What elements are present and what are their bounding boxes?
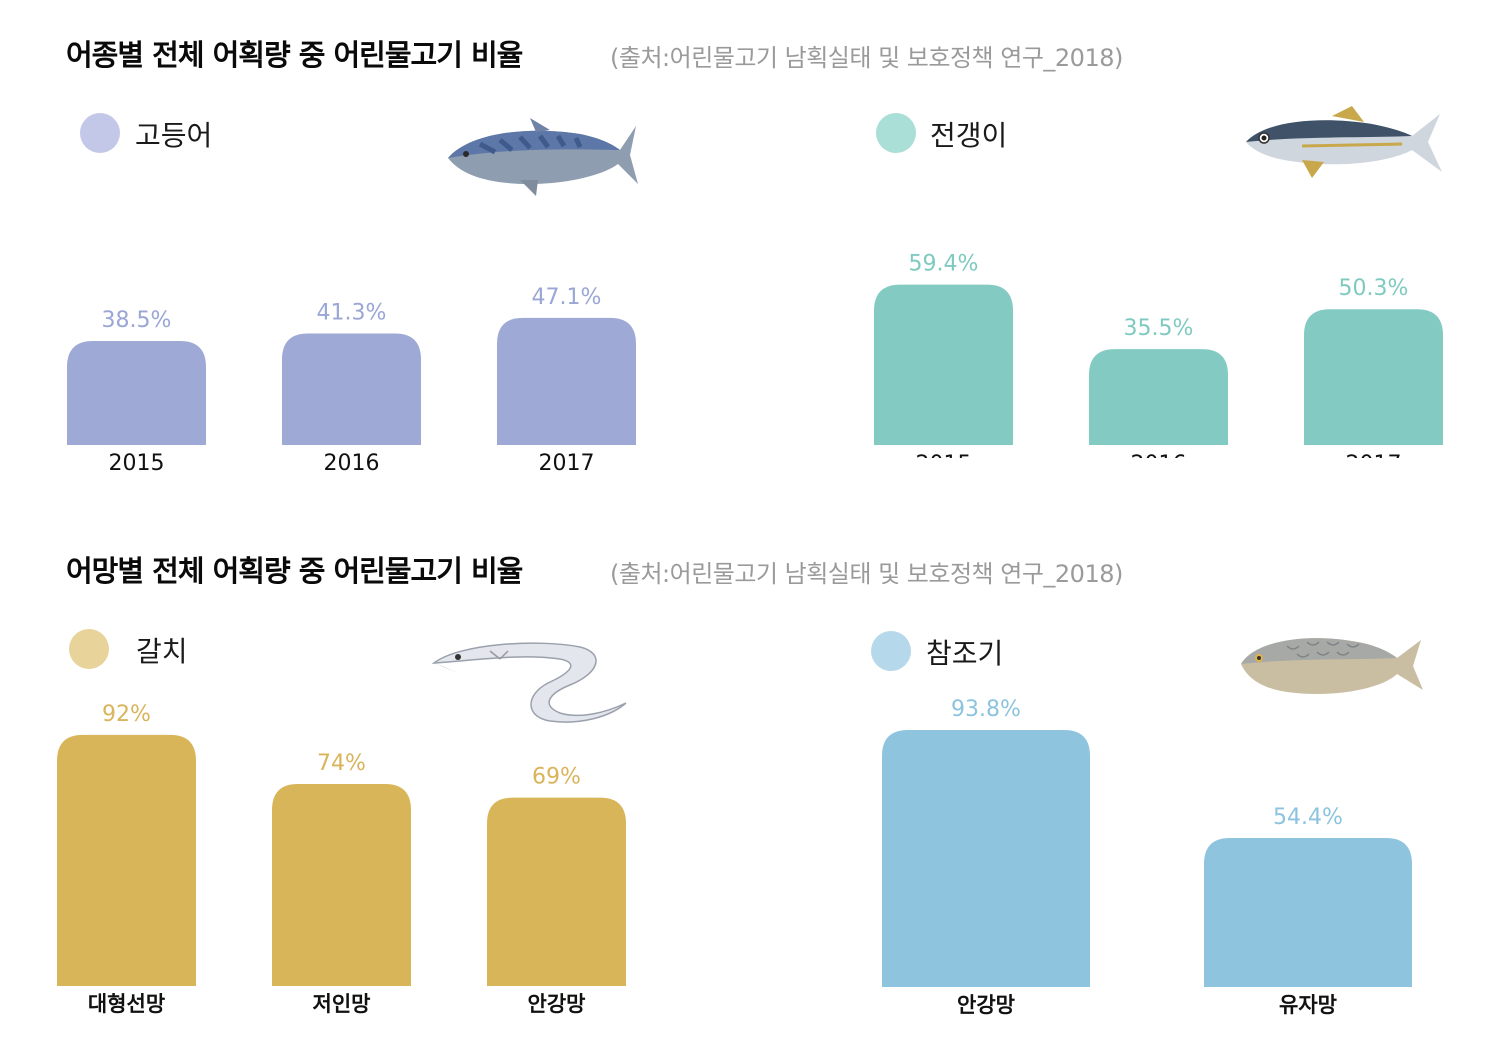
bar-안강망 — [487, 797, 626, 986]
bar-category-label: 저인망 — [313, 992, 371, 1016]
bar-2015 — [874, 284, 1013, 445]
legend-label-hairtail: 갈치 — [136, 635, 188, 668]
bar-category-label: 2015 — [916, 452, 972, 458]
bar-2016 — [282, 333, 421, 445]
yellow-croaker-icon — [1241, 638, 1423, 694]
bar-value-label: 74% — [317, 751, 366, 776]
bar-value-label: 38.5% — [102, 308, 172, 333]
bar-유자망 — [1204, 837, 1412, 987]
horse-mackerel-icon — [1246, 106, 1442, 178]
chart-hairtail: 92% 대형선망 74% 저인망 69% 안강망 — [57, 702, 626, 1016]
bar-안강망 — [882, 729, 1090, 987]
bar-value-label: 59.4% — [909, 252, 979, 277]
legend-dot-yellow-croaker — [871, 631, 911, 671]
bar-category-label: 2016 — [324, 451, 380, 476]
bar-저인망 — [272, 783, 411, 986]
legend-label-horse-mackerel: 전갱이 — [930, 119, 1008, 152]
section-title-species: 어종별 전체 어획량 중 어린물고기 비율 — [66, 38, 523, 72]
mackerel-icon — [448, 118, 638, 196]
bar-value-label: 50.3% — [1339, 276, 1409, 301]
legend-dot-mackerel — [80, 113, 120, 153]
bar-2017 — [497, 317, 636, 445]
legend-label-mackerel: 고등어 — [135, 119, 213, 152]
bar-category-label: 2017 — [539, 451, 595, 476]
hairtail-icon — [431, 642, 627, 723]
bar-value-label: 35.5% — [1124, 316, 1194, 341]
bar-value-label: 47.1% — [532, 285, 602, 310]
bar-value-label: 69% — [532, 765, 581, 790]
bar-category-label: 2017 — [1346, 452, 1402, 458]
section-source-nets: (출처:어린물고기 남획실태 및 보호정책 연구_2018) — [610, 560, 1123, 588]
bar-category-label: 대형선망 — [88, 992, 165, 1016]
chart-yellow-croaker: 93.8% 안강망 54.4% 유자망 — [882, 697, 1412, 1017]
bar-value-label: 93.8% — [951, 697, 1021, 722]
bar-category-label: 2015 — [109, 451, 165, 476]
section-source-species: (출처:어린물고기 남획실태 및 보호정책 연구_2018) — [610, 44, 1123, 72]
bar-category-label: 2016 — [1131, 452, 1187, 458]
bar-대형선망 — [57, 734, 196, 986]
bar-value-label: 54.4% — [1273, 805, 1343, 830]
bar-category-label: 안강망 — [528, 992, 586, 1016]
bar-category-label: 안강망 — [957, 993, 1015, 1017]
legend-label-yellow-croaker: 참조기 — [926, 637, 1004, 670]
chart-horse-mackerel: 59.4% 2015 35.5% 2016 50.3% 2017 — [874, 252, 1443, 458]
bar-2016 — [1089, 349, 1228, 445]
bar-value-label: 41.3% — [317, 300, 387, 325]
section-title-nets: 어망별 전체 어획량 중 어린물고기 비율 — [66, 554, 523, 588]
bar-2017 — [1304, 309, 1443, 445]
legend-dot-hairtail — [69, 629, 109, 669]
legend-dot-horse-mackerel — [876, 113, 916, 153]
bar-2015 — [67, 341, 206, 445]
bar-value-label: 92% — [102, 702, 151, 727]
bar-category-label: 유자망 — [1279, 993, 1337, 1017]
chart-mackerel: 38.5% 2015 41.3% 2016 47.1% 2017 — [67, 285, 636, 476]
